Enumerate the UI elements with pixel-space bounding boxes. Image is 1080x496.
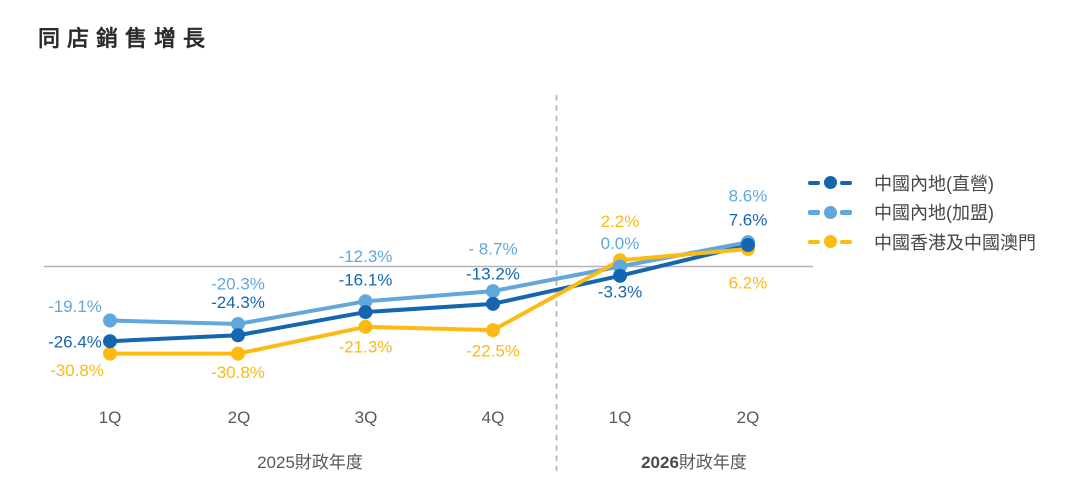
legend: 中國內地(直營) 中國內地(加盟) 中國香港及中國澳門 bbox=[808, 168, 1036, 257]
series-0-dot-4 bbox=[613, 268, 627, 283]
x-tick-fy26-2q: 2Q bbox=[736, 408, 760, 427]
legend-dash-icon bbox=[840, 210, 852, 215]
series-1-value-label-2: -12.3% bbox=[339, 247, 393, 266]
series-0-value-label-1: -24.3% bbox=[211, 293, 265, 312]
series-2-value-label-3: -22.5% bbox=[466, 342, 520, 361]
series-2-dot-1 bbox=[231, 346, 245, 361]
series-line-2 bbox=[108, 246, 750, 356]
legend-dash-icon bbox=[808, 180, 820, 185]
legend-label-mainland-franchise: 中國內地(加盟) bbox=[874, 203, 994, 224]
series-1-value-label-5: 8.6% bbox=[729, 187, 768, 206]
legend-marker-mainland-franchise bbox=[808, 205, 852, 219]
legend-dash-icon bbox=[840, 239, 852, 244]
series-0-dot-2 bbox=[358, 305, 373, 320]
series-0-value-label-0: -26.4% bbox=[48, 333, 102, 352]
x-tick-fy26-1q: 1Q bbox=[608, 408, 632, 427]
series-2-value-label-0: -30.8% bbox=[50, 361, 104, 380]
x-tick-fy25-4q: 4Q bbox=[481, 408, 505, 427]
series-0-value-label-2: -16.1% bbox=[339, 271, 393, 290]
x-tick-fy25-3q: 3Q bbox=[354, 408, 378, 427]
series-1-value-label-0: -19.1% bbox=[48, 297, 102, 316]
series-line-0 bbox=[108, 242, 750, 344]
series-2-value-label-1: -30.8% bbox=[211, 363, 265, 382]
legend-dash-icon bbox=[808, 210, 820, 215]
series-1-dot-2 bbox=[358, 294, 373, 309]
series-2-dot-3 bbox=[486, 323, 500, 338]
series-1-dot-0 bbox=[103, 313, 117, 328]
series-0-dot-5 bbox=[741, 237, 755, 252]
legend-dot-icon bbox=[823, 205, 837, 219]
series-2-value-label-4: 2.2% bbox=[601, 212, 640, 231]
series-0-dot-0 bbox=[103, 334, 117, 349]
series-0-dot-1 bbox=[231, 328, 245, 343]
x-tick-fy25-2q: 2Q bbox=[227, 408, 251, 427]
series-2-dot-2 bbox=[358, 319, 373, 334]
legend-dot-icon bbox=[823, 176, 837, 190]
fiscal-year-2026-label: 2026財政年度 bbox=[641, 448, 747, 473]
legend-marker-mainland-direct bbox=[808, 176, 852, 190]
legend-dash-icon bbox=[808, 239, 820, 244]
series-0-value-label-4: -3.3% bbox=[598, 282, 642, 301]
series-1-dot-1 bbox=[231, 316, 245, 331]
legend-marker-hk-macau bbox=[808, 235, 852, 249]
page-title: 同店銷售增長 bbox=[38, 26, 213, 51]
series-1-dot-3 bbox=[486, 284, 500, 299]
legend-item-mainland-direct: 中國內地(直營) bbox=[808, 168, 1036, 198]
legend-dot-icon bbox=[823, 235, 837, 249]
legend-item-hk-macau: 中國香港及中國澳門 bbox=[808, 227, 1036, 257]
fiscal-year-2025-value: 2025 bbox=[257, 453, 295, 472]
series-0-value-label-5: 7.6% bbox=[729, 210, 768, 229]
series-1-value-label-3: - 8.7% bbox=[468, 240, 517, 259]
x-tick-fy25-1q: 1Q bbox=[98, 408, 122, 427]
fiscal-year-2025-suffix: 財政年度 bbox=[294, 453, 363, 472]
series-2-value-label-5: 6.2% bbox=[729, 273, 768, 292]
series-0-dot-3 bbox=[486, 296, 500, 311]
series-2-value-label-2: -21.3% bbox=[339, 337, 393, 356]
series-0-value-label-3: -13.2% bbox=[466, 264, 520, 283]
legend-label-hk-macau: 中國香港及中國澳門 bbox=[874, 232, 1036, 253]
series-2-dot-0 bbox=[103, 346, 117, 361]
series-line-1 bbox=[108, 240, 750, 326]
fiscal-year-2026-suffix: 財政年度 bbox=[678, 453, 747, 472]
legend-item-mainland-franchise: 中國內地(加盟) bbox=[808, 198, 1036, 228]
series-1-value-label-4: 0.0% bbox=[601, 234, 640, 253]
fiscal-year-2025-label: 2025財政年度 bbox=[257, 448, 363, 473]
fiscal-year-2026-value: 2026 bbox=[641, 453, 679, 472]
legend-label-mainland-direct: 中國內地(直營) bbox=[874, 173, 994, 194]
series-1-value-label-1: -20.3% bbox=[211, 274, 265, 293]
legend-dash-icon bbox=[840, 180, 852, 185]
